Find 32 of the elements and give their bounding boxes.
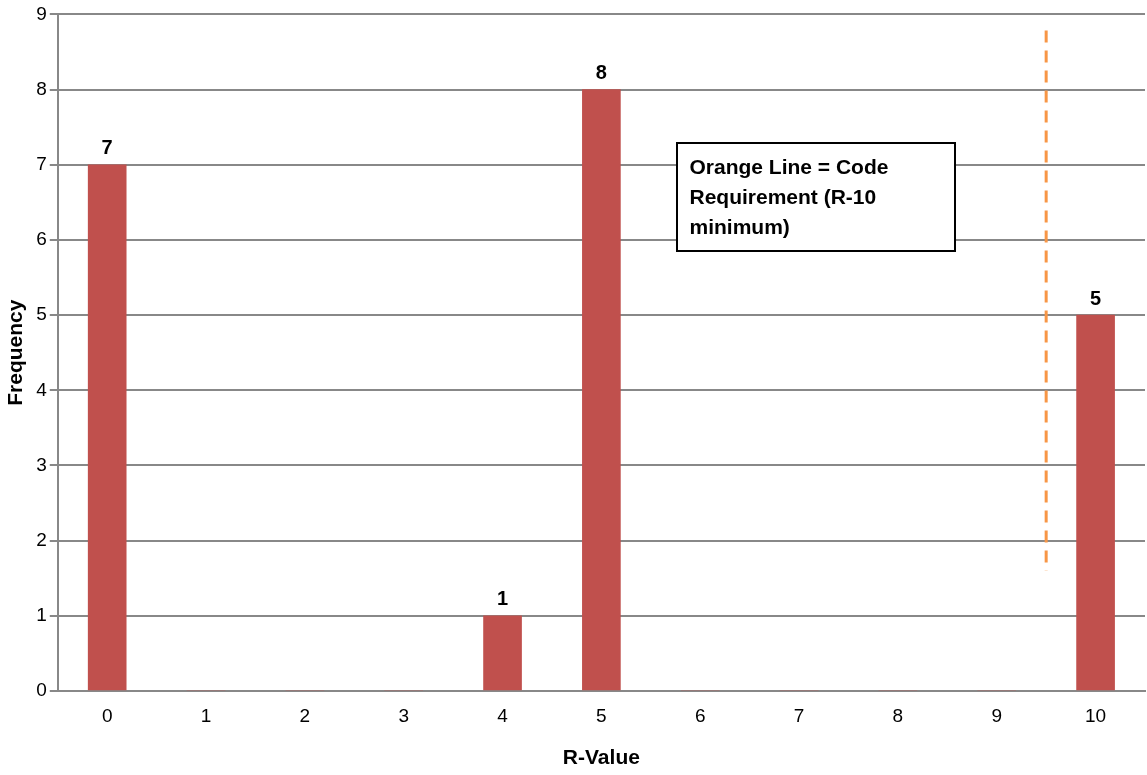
- bar: [1076, 314, 1115, 691]
- data-label: 8: [595, 61, 607, 84]
- x-tick-label: 10: [1085, 704, 1107, 726]
- y-tick-label: 3: [36, 453, 47, 475]
- y-tick-label: 4: [36, 378, 48, 400]
- y-tick-label: 0: [36, 679, 47, 701]
- x-tick-label: 1: [200, 704, 212, 726]
- data-label: 5: [1090, 286, 1102, 309]
- x-tick-label: 6: [694, 704, 706, 726]
- bar: [87, 164, 127, 691]
- note-box: Orange Line = Code Requirement (R-10 minimum): [675, 142, 956, 253]
- x-tick-label: 8: [892, 704, 904, 726]
- data-label: 7: [101, 136, 113, 159]
- y-tick-label: 9: [36, 2, 47, 24]
- x-tick-label: 7: [793, 704, 805, 726]
- x-tick-label: 9: [991, 704, 1003, 726]
- bar: [582, 89, 621, 691]
- x-tick-label: 5: [596, 704, 607, 726]
- y-tick-label: 7: [36, 152, 47, 174]
- x-tick-label: 0: [101, 704, 113, 726]
- bar: [483, 615, 522, 691]
- y-tick-label: 2: [36, 528, 47, 550]
- y-tick-label: 1: [36, 604, 47, 626]
- x-tick-label: 4: [497, 704, 509, 726]
- y-tick-label: 5: [36, 303, 47, 325]
- data-label: 1: [496, 587, 509, 610]
- x-tick-label: 3: [398, 704, 409, 726]
- y-tick-label: 8: [36, 77, 47, 99]
- x-tick-label: 2: [299, 704, 311, 726]
- y-tick-label: 6: [36, 228, 47, 250]
- y-axis-title: Frequency: [3, 299, 27, 406]
- x-axis-title: R-Value: [562, 745, 640, 769]
